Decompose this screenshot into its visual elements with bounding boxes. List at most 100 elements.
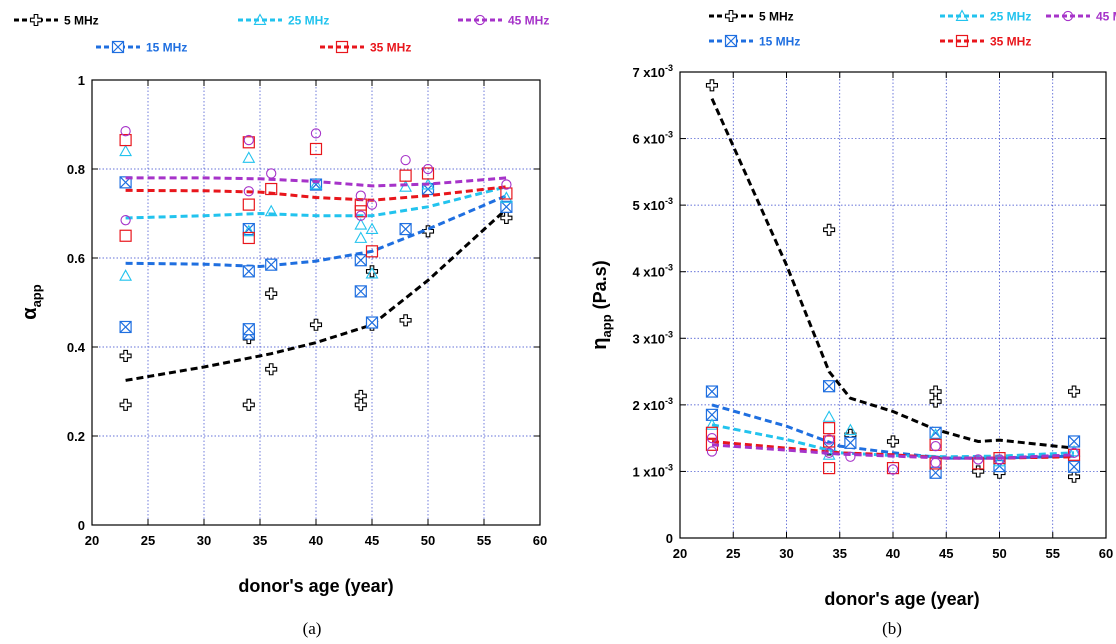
data-point [242, 136, 255, 149]
legend-item: 15 MHz [96, 41, 187, 55]
data-point [887, 464, 899, 475]
data-point [365, 316, 379, 329]
data-point-cross [265, 258, 278, 271]
legend-item: 45 MHz [1046, 10, 1116, 24]
data-point [705, 385, 719, 398]
data-point [823, 447, 835, 458]
data-point-cross [706, 385, 718, 398]
data-point [242, 323, 255, 336]
data-point-cross [242, 265, 255, 278]
panel-label: (a) [303, 619, 322, 638]
legend-label: 15 MHz [759, 35, 800, 49]
series-45-mhz [706, 432, 1080, 475]
data-point [365, 266, 379, 279]
legend-label: 45 MHz [508, 14, 549, 28]
trend-line [711, 443, 1075, 460]
y-tick-label: 3 x10-3 [632, 329, 673, 346]
data-point [994, 454, 1005, 465]
trend-line [125, 185, 507, 220]
data-point [929, 395, 942, 408]
data-point [886, 435, 900, 448]
data-point [242, 231, 255, 245]
y-tick-label: 0.6 [67, 251, 85, 266]
legend-label: 45 MHz [1096, 10, 1116, 24]
data-point [844, 436, 857, 449]
trend-line [125, 176, 507, 188]
data-point [706, 432, 718, 444]
data-point [400, 154, 411, 166]
data-point [399, 314, 412, 327]
data-point [929, 385, 942, 398]
legend-marker [335, 40, 349, 54]
series-25-mhz [119, 144, 513, 281]
data-point-cross [310, 178, 322, 191]
y-tick-label: 7 x10-3 [632, 63, 673, 80]
x-tick-label: 60 [1099, 546, 1113, 561]
data-point [421, 167, 435, 180]
legend-label: 25 MHz [288, 14, 329, 28]
series-5-mhz [119, 207, 513, 411]
x-tick-label: 60 [533, 533, 547, 548]
legend-label: 25 MHz [990, 10, 1031, 24]
x-tick-label: 20 [85, 533, 99, 548]
data-point-cross [366, 316, 378, 329]
data-point [119, 349, 132, 362]
data-point [354, 254, 367, 267]
legend-label: 35 MHz [370, 41, 411, 55]
data-point [422, 163, 434, 175]
data-point [705, 79, 718, 92]
data-point [822, 410, 836, 422]
legend-marker [955, 9, 969, 21]
data-point [1067, 460, 1081, 473]
data-point-cross [706, 408, 718, 421]
y-tick-label: 1 [78, 73, 85, 88]
legend: 5 MHz 25 MHz 45 MHz 15 MHz 35 MHz [14, 13, 549, 55]
data-point [120, 215, 131, 226]
y-tick-label: 0 [78, 518, 85, 533]
data-point [242, 151, 256, 163]
y-tick-label: 6 x10-3 [632, 130, 673, 147]
data-point [265, 287, 278, 300]
data-point [309, 318, 323, 331]
legend-item: 35 MHz [320, 41, 411, 55]
chart-panel-a: 20 25 30 35 40 45 50 55 60 0 0.2 0.4 0.6 0.8 1 donor's … [14, 13, 549, 638]
data-point [242, 265, 255, 278]
data-point [354, 285, 367, 298]
data-point [119, 133, 132, 147]
legend-item: 45 MHz [458, 14, 549, 28]
data-point [355, 210, 366, 221]
data-point [265, 182, 278, 196]
data-point [119, 229, 132, 242]
data-point [264, 204, 278, 217]
data-point [243, 186, 254, 197]
x-tick-label: 30 [779, 546, 793, 561]
legend-label: 15 MHz [146, 41, 187, 55]
data-point [499, 191, 513, 203]
series-35-mhz [119, 133, 513, 258]
data-point [705, 418, 719, 430]
y-tick-label: 0 [666, 531, 673, 546]
legend-item: 15 MHz [709, 35, 800, 49]
data-point-cross [354, 254, 367, 267]
legend-label: 5 MHz [759, 10, 794, 24]
data-point [265, 363, 278, 376]
legend-marker-cross [725, 35, 737, 47]
data-point [500, 200, 513, 213]
data-point [355, 190, 366, 201]
legend-marker [474, 14, 486, 26]
legend-marker [253, 13, 267, 25]
chart-panel-b: 20 25 30 35 40 45 50 55 60 0 1 x10-3 2 x10-3 3 x10-3… [589, 9, 1116, 638]
data-point-cross [1068, 460, 1080, 473]
legend: 5 MHz 25 MHz 45 MHz 15 MHz 35 MHz [709, 9, 1116, 49]
data-point [1067, 444, 1081, 457]
panel-label: (b) [882, 619, 902, 638]
data-point [242, 398, 255, 411]
data-point [242, 198, 255, 211]
y-tick-label: 0.2 [67, 429, 85, 444]
legend-item: 25 MHz [940, 9, 1031, 24]
y-tick-label: 5 x10-3 [632, 196, 673, 213]
data-point [822, 462, 836, 475]
data-point-cross [1068, 435, 1080, 448]
data-point [119, 320, 132, 334]
data-point [845, 451, 856, 462]
